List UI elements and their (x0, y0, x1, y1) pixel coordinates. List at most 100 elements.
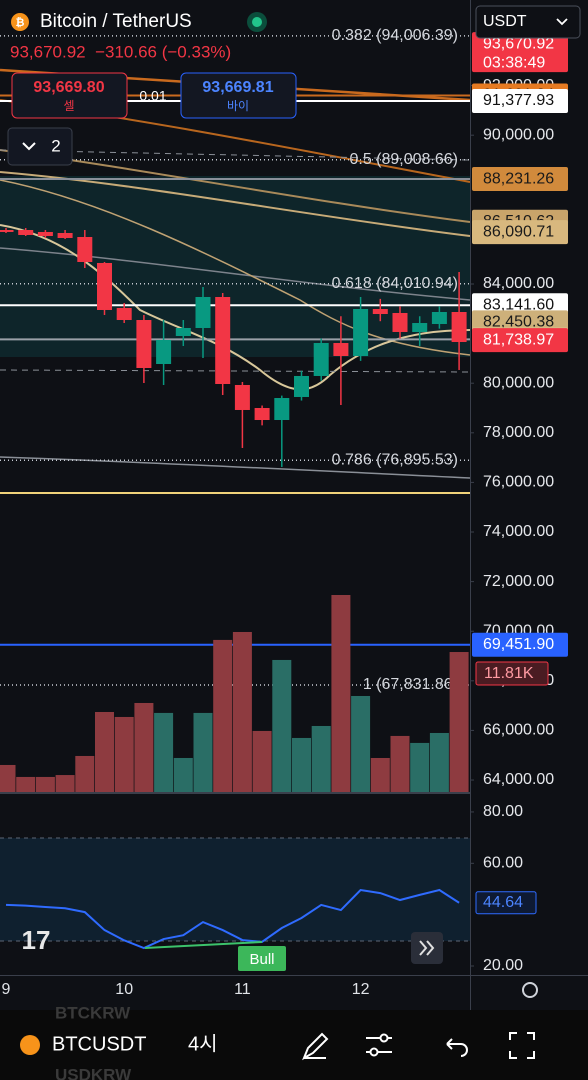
candle-body (392, 312, 408, 332)
candle-body (77, 236, 93, 262)
ghost-symbol: USDKRW (55, 1065, 132, 1080)
settings-icon[interactable] (522, 982, 538, 998)
fib-label: 0.382 (94,006.39) (332, 27, 458, 44)
price-label: 82,450.38 (483, 314, 554, 331)
volume-bar (449, 652, 469, 792)
volume-bar (410, 742, 430, 792)
price-label: 86,090.71 (483, 223, 554, 240)
y-tick-label: 78,000.00 (483, 424, 554, 441)
y-tick-label: 64,000.00 (483, 771, 554, 788)
candle-body (18, 230, 34, 235)
divergence-line (144, 941, 263, 949)
candle-body (215, 296, 231, 384)
candle-body (136, 320, 152, 368)
rsi-label-box (475, 891, 537, 915)
coin-glyph: ₿ (16, 17, 25, 29)
x-tick-label: 9 (2, 981, 11, 998)
volume-bar (55, 775, 75, 792)
volume-bar (193, 712, 213, 792)
quote-line: 93,670.92 −310.66 (−0.33%) (10, 42, 231, 61)
rsi-tick-label: 60.00 (483, 855, 523, 872)
ma-line (0, 456, 471, 479)
draw-icon[interactable] (302, 1032, 329, 1061)
volume-bar (35, 776, 55, 792)
fullscreen-icon[interactable] (509, 1032, 535, 1059)
undo-icon[interactable] (446, 1038, 468, 1057)
coin-icon (11, 13, 29, 31)
price-label-sub: 03:38:49 (483, 54, 545, 71)
rsi-label: 44.64 (483, 894, 523, 911)
volume-label-box (475, 661, 549, 686)
currency-select[interactable] (475, 5, 581, 39)
y-tick-label: 90,000.00 (483, 126, 554, 143)
plot: 0.382 (94,006.39) 0.5 (89,008.66) 0.618 (8… (0, 27, 470, 950)
interval[interactable]: 4시 (188, 1033, 218, 1055)
slider-knob (369, 1047, 379, 1057)
rsi-tick-label: 20.00 (483, 957, 523, 974)
volume-bar (370, 757, 390, 792)
volume-bar (173, 757, 193, 792)
volume-bar (331, 595, 351, 792)
price-label-box (472, 632, 568, 657)
fib-label: 0.5 (89,008.66) (349, 151, 458, 168)
candle-body (372, 308, 388, 315)
candle-body (353, 308, 369, 356)
ma-line (0, 247, 471, 301)
price-label-box (472, 220, 568, 245)
x-tick-label: 12 (352, 981, 370, 998)
volume-bar (252, 730, 272, 792)
candle-body (313, 342, 329, 376)
price-label-box (472, 167, 568, 192)
volume-bar (16, 776, 36, 792)
sell-button[interactable] (11, 72, 128, 119)
indicator-count: 2 (51, 136, 60, 155)
candle-body (234, 384, 250, 410)
y-tick-label: 66,000.00 (483, 722, 554, 739)
candle-body (116, 308, 132, 321)
price-label: 93,670.92 (483, 35, 554, 52)
volume-bar (75, 755, 95, 792)
volume-bar (390, 735, 410, 792)
slider-knob (379, 1033, 389, 1043)
candle-body (412, 323, 428, 332)
shaded-zone (0, 176, 470, 357)
candle-body (431, 311, 447, 325)
toolbar (0, 1010, 588, 1080)
volume-bar (134, 702, 154, 792)
rsi-line (5, 888, 460, 950)
candle-body (451, 311, 467, 343)
y-tick-label: 74,000.00 (483, 523, 554, 540)
toolbar-symbol[interactable]: BTCUSDT (52, 1033, 146, 1055)
volume-label: 11.81K (484, 665, 534, 682)
volume-bar (114, 716, 134, 792)
candle-body (57, 233, 73, 238)
candle-body (97, 262, 112, 310)
spread: 0.01 (139, 88, 166, 104)
price-label: 81,738.97 (483, 331, 554, 348)
candle-body (37, 231, 53, 237)
symbol-title: Bitcoin / TetherUS (40, 11, 192, 32)
toggle-chevron (22, 142, 36, 151)
candle-body (0, 230, 14, 232)
fib-label: 1 (67,831.86) (363, 676, 458, 693)
price-label-box (472, 32, 568, 73)
axis: 910111292,000.0090,000.0084,000.0080,000… (2, 32, 568, 998)
coin-icon (20, 1035, 40, 1055)
sell-label: 셀 (63, 99, 74, 113)
candle-body (195, 296, 211, 328)
buy-label: 바이 (227, 99, 249, 113)
indicator-toggle[interactable] (7, 127, 73, 166)
volume-bar (351, 695, 371, 792)
buy-button[interactable] (180, 72, 297, 119)
y-tick-label: 72,000.00 (483, 573, 554, 590)
price-label: 83,141.60 (483, 297, 554, 314)
tv-logo: 17 (22, 925, 51, 955)
price-label: 69,451.90 (483, 636, 554, 653)
pane-separator (0, 792, 470, 794)
y-tick-label: 80,000.00 (483, 374, 554, 391)
candle-body (254, 408, 270, 421)
volume-bar (0, 764, 16, 792)
level-line (0, 369, 471, 373)
